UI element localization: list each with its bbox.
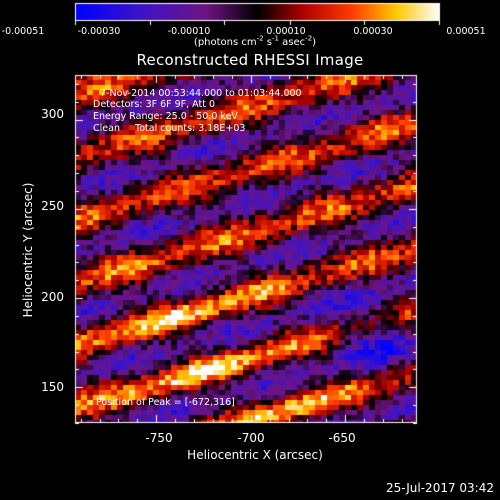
x-axis-label: Heliocentric X (arcsec) [187, 448, 323, 462]
colorbar-tick-label: -0.00030 [77, 26, 121, 37]
y-tick-label: 200 [41, 290, 64, 304]
colorbar-tick-label: 0.00051 [446, 26, 486, 37]
colorbar-units-label: (photons cm-2 s-1 asec-2) [193, 34, 317, 48]
y-axis-label: Heliocentric Y (arcsec) [21, 182, 35, 318]
footer-timestamp: 25-Jul-2017 03:42 [385, 481, 494, 495]
colorbar-tick-label: 0.00030 [353, 26, 393, 37]
detectors-info: Detectors: 3F 6F 9F, Att 0 [93, 99, 216, 110]
colorbar-tick-label: 0.00010 [266, 26, 306, 37]
peak-position-label: Position of Peak = [-672,316] [96, 397, 235, 408]
clean-total-counts-info: Clean Total counts: 3.18E+03 [93, 123, 246, 134]
observation-time-range: 7-Nov-2014 00:53:44.000 to 01:03:44.000 [100, 88, 302, 99]
colorbar-tick-label: -0.00010 [167, 26, 211, 37]
plot-title: Reconstructed RHESSI Image [136, 51, 364, 69]
energy-range-info: Energy Range: 25.0 - 50.0 keV [93, 111, 238, 122]
colorbar-tick-label: -0.00051 [1, 26, 45, 37]
y-tick-label: 250 [41, 199, 64, 213]
y-tick-label: 150 [41, 380, 64, 394]
x-tick-label: -750 [145, 431, 173, 445]
x-tick-label: -700 [237, 431, 265, 445]
x-tick-label: -650 [328, 431, 356, 445]
y-tick-label: 300 [41, 107, 64, 121]
